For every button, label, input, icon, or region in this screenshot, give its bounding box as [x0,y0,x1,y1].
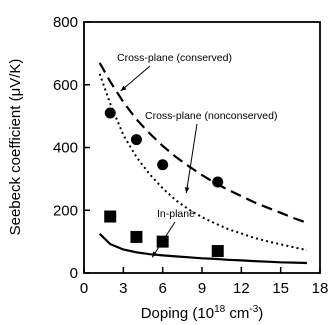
x-axis: 0 3 6 9 12 15 18 [80,267,329,297]
annotation-label: In-plane [157,208,195,220]
annotation-leader [120,65,151,92]
annotation-arrowhead [152,251,158,258]
y-tick-label: 0 [70,265,78,282]
x-axis-title: Doping (1018 cm-3) [141,304,264,322]
series-layer [98,62,308,265]
cross-plane-measured-point [104,107,116,119]
annotation-label: Cross-plane (nonconserved) [145,110,277,122]
x-tick-label: 6 [158,280,166,297]
cross-plane-conserved-line [98,62,308,224]
y-tick-label: 200 [53,202,78,219]
in-plane-theory-line [98,233,307,265]
annotation-leader [185,123,198,194]
x-tick-label: 3 [119,280,127,297]
x-tick-label: 9 [198,280,206,297]
x-tick-label: 0 [80,280,88,297]
y-tick-label: 800 [53,14,78,31]
x-tick-label: 15 [272,280,289,297]
cross-plane-nonconserved-line [98,73,308,252]
y-tick-label: 600 [53,77,78,94]
cross-plane-measured-point [130,134,142,146]
x-tick-label: 12 [233,280,250,297]
in-plane-measured-point [130,230,143,243]
y-axis-title: Seebeck coefficient (μV/K) [7,59,24,236]
annotation-layer: Cross-plane (conserved) Cross-plane (nonc… [117,52,277,258]
annotation-arrowhead [184,187,190,193]
annotation-label: Cross-plane (conserved) [117,52,232,64]
annotation-arrowhead [120,85,127,92]
in-plane-measured-point [104,210,117,223]
annotation-leader [151,221,176,258]
in-plane-measured-point [211,245,224,258]
cross-plane-measured-point [212,176,224,188]
cross-plane-measured-point [157,159,169,171]
y-tick-label: 400 [53,140,78,157]
x-tick-label: 18 [312,280,329,297]
y-axis: 0 200 400 600 800 [53,14,90,282]
